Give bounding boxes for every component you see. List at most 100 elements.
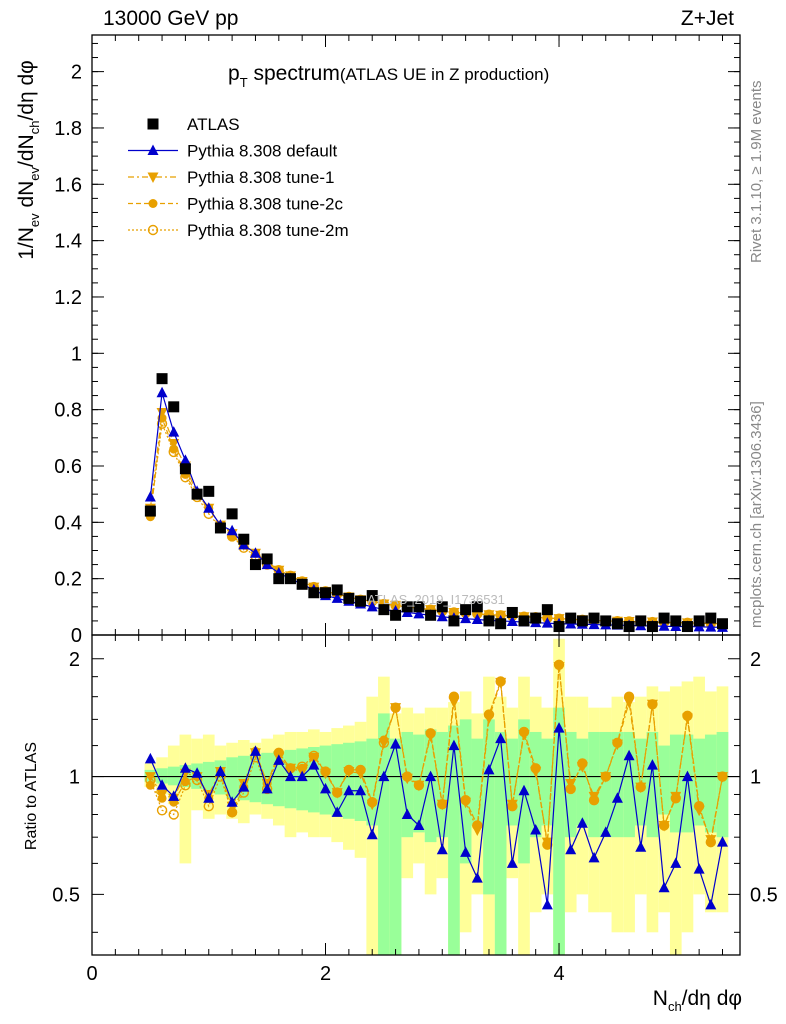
point-data [168, 401, 180, 413]
y-tick-label: 2 [71, 62, 82, 84]
ratio-panel: 0.5 0.5 1 1 2 2 0 2 4 [52, 634, 778, 985]
point-data [541, 604, 553, 616]
band-outer [179, 734, 192, 864]
y-tick-label: 1.4 [54, 231, 82, 253]
ratio-point-default [284, 770, 296, 782]
point-data [156, 373, 168, 385]
band-inner [389, 738, 402, 955]
point-tune1 [168, 438, 180, 450]
band-outer [366, 696, 379, 955]
band-inner [693, 738, 705, 826]
ratio-line-default [149, 728, 724, 906]
ratio-point-default [623, 749, 635, 761]
ratio-point-default [226, 796, 238, 807]
ratio-point-default [436, 843, 448, 855]
band-inner [261, 752, 273, 805]
ratio-point-tune2c [145, 780, 155, 790]
ratio-point-default [390, 738, 402, 749]
mcplots-credit-label: mcplots.cern.ch [arXiv:1306.3436] [748, 401, 765, 628]
ratio-point-default [588, 851, 600, 863]
band-inner [156, 768, 168, 784]
band-inner [272, 751, 285, 807]
top-ylabel: 1/Nev dNev/dNch/dη dφ [15, 60, 42, 260]
legend: ATLAS Pythia 8.308 default Pythia 8.308 tu… [128, 115, 349, 240]
band-inner [401, 731, 414, 838]
legend-label-tune1: Pythia 8.308 tune-1 [187, 168, 334, 187]
ratio-point-tune1 [355, 768, 367, 780]
point-data [611, 618, 623, 630]
ratio-point-default [576, 817, 588, 828]
ratio-point-default [413, 819, 425, 830]
ratio-point-tune1 [600, 772, 612, 783]
ratio-point-tune1 [471, 825, 483, 837]
band-inner [588, 731, 600, 838]
ratio-point-default [646, 759, 658, 770]
point-default [471, 613, 483, 625]
ratio-point-tune1 [460, 797, 472, 809]
band-inner [424, 729, 437, 843]
ratio-point-tune1 [366, 799, 378, 811]
point-data [214, 522, 226, 534]
band-inner [646, 731, 659, 838]
ratio-point-default [495, 732, 507, 744]
ratio-point-default [425, 770, 437, 782]
point-data [670, 615, 682, 627]
point-data [635, 615, 647, 627]
legend-marker-tune1 [147, 172, 159, 183]
band-inner [343, 742, 355, 819]
ratio-point-tune1 [144, 772, 156, 783]
band-inner [237, 755, 250, 801]
ratio-point-default [506, 857, 518, 868]
ratio-y-tick-label: 2 [69, 649, 80, 671]
band-inner [249, 754, 262, 803]
ratio-point-default [693, 863, 705, 874]
ratio-point-default [670, 857, 682, 868]
point-data [483, 615, 495, 627]
x-tick-label: 0 [86, 963, 97, 985]
ratio-point-default [681, 770, 693, 782]
ratio-point-default [296, 770, 308, 782]
x-tick-label: 2 [320, 963, 331, 985]
point-data [646, 621, 658, 633]
ratio-point-default [156, 779, 168, 790]
band-inner [669, 734, 682, 833]
ratio-point-tune1 [681, 713, 693, 725]
ratio-point-tune1 [705, 835, 717, 846]
point-data [355, 595, 367, 607]
band-inner [308, 747, 320, 813]
point-data [308, 587, 320, 599]
point-data [530, 612, 542, 624]
point-data [390, 609, 402, 621]
band-inner [623, 731, 635, 838]
ratio-point-default [343, 784, 355, 796]
ratio-point-tune1 [576, 762, 588, 773]
y-tick-label: 0.6 [54, 456, 82, 478]
point-data [576, 615, 588, 627]
y-tick-label: 0.4 [54, 512, 82, 534]
legend-marker-tune2c [148, 199, 158, 208]
ratio-point-default [460, 846, 472, 857]
point-default [588, 618, 600, 630]
ratio-point-default [378, 770, 390, 782]
point-data [495, 618, 507, 630]
point-default [413, 607, 425, 619]
point-default [144, 490, 156, 502]
band-inner [553, 707, 565, 955]
ratio-point-default [448, 739, 460, 751]
ratio-point-tune2c [180, 777, 190, 787]
band-inner [681, 734, 694, 833]
point-default [203, 502, 215, 513]
ratio-point-default [553, 722, 565, 733]
ratio-point-default [611, 792, 623, 803]
point-default [331, 592, 343, 603]
ratio-point-tune1 [448, 697, 460, 709]
band-inner [378, 713, 390, 955]
band-inner [354, 741, 367, 821]
ratio-point-tune1 [495, 677, 507, 689]
ratio-point-default [716, 836, 728, 847]
legend-label-tune2m: Pythia 8.308 tune-2m [187, 221, 349, 240]
point-data [553, 621, 565, 633]
ratio-point-default [214, 765, 226, 777]
band-inner [529, 731, 542, 838]
band-inner [541, 738, 554, 826]
